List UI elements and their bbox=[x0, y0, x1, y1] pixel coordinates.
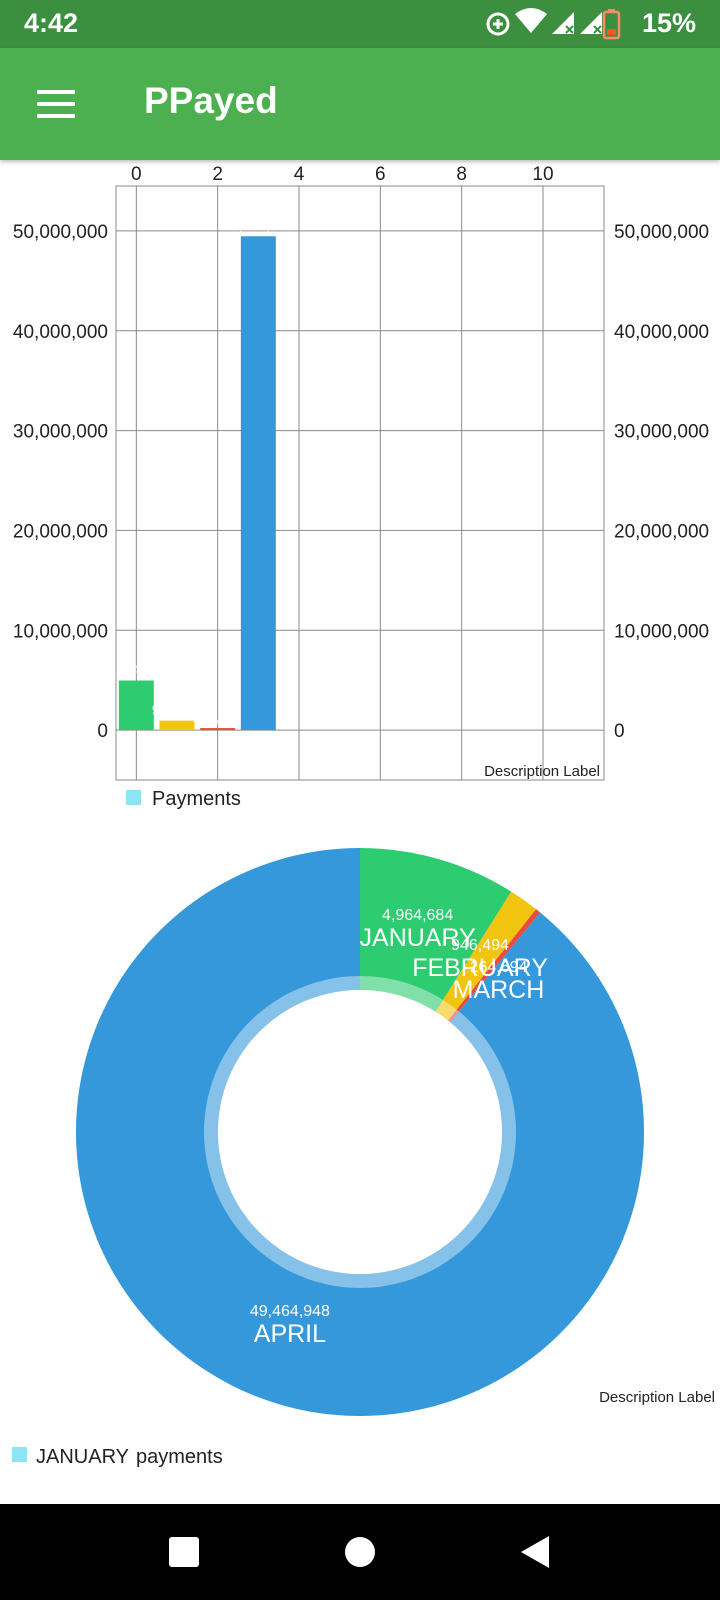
legend-label: Payments bbox=[152, 788, 241, 810]
signal-icon bbox=[580, 12, 602, 34]
app-title: PPayed bbox=[144, 80, 278, 121]
bar bbox=[240, 236, 276, 731]
back-triangle-icon bbox=[521, 1536, 549, 1568]
chart-description: Description Label bbox=[599, 1389, 715, 1406]
pie-value-label: 164,694 bbox=[470, 959, 528, 976]
recents-square-icon bbox=[169, 1537, 199, 1567]
hamburger-menu-icon bbox=[37, 90, 75, 94]
pie-slice bbox=[360, 848, 512, 1012]
pie-value-label: 49,464,948 bbox=[250, 1303, 330, 1320]
pie-category-label: FEBRUARY bbox=[412, 954, 548, 982]
home-button[interactable] bbox=[332, 1524, 388, 1580]
status-time: 4:42 bbox=[24, 8, 79, 38]
hamburger-menu-icon bbox=[37, 114, 75, 118]
y-tick-label-right: 40,000,000 bbox=[614, 322, 709, 343]
pie-value-label: 946,494 bbox=[451, 937, 509, 954]
legend-label: payments bbox=[136, 1446, 223, 1468]
recents-button[interactable] bbox=[156, 1524, 212, 1580]
x-tick-label: 2 bbox=[212, 164, 223, 185]
pie-slice bbox=[448, 909, 541, 1023]
battery-icon bbox=[602, 9, 621, 40]
bar-value-label: 946,494 bbox=[152, 702, 203, 718]
pie-slice-inner-ring bbox=[360, 976, 444, 1012]
app-bar: PPayed bbox=[0, 48, 720, 160]
pie-category-label: MARCH bbox=[453, 976, 545, 1004]
battery-percent: 15% bbox=[641, 8, 696, 38]
bar bbox=[200, 728, 236, 731]
y-tick-label-right: 0 bbox=[614, 721, 625, 742]
bar-chart[interactable]: 0 0 10,000,000 10,000,000 20,000,000 20,000,0… bbox=[0, 160, 720, 820]
pie-chart[interactable]: 4,964,684JANUARY946,494FEBRUARY164,694MA… bbox=[0, 820, 720, 1500]
x-tick-label: 6 bbox=[375, 164, 386, 185]
pie-slice-inner-ring bbox=[448, 1009, 459, 1023]
pie-slice bbox=[75, 848, 645, 1416]
y-tick-label-right: 50,000,000 bbox=[614, 222, 709, 243]
y-tick-label-left: 10,000,000 bbox=[13, 621, 108, 642]
signal-icon bbox=[552, 12, 574, 34]
plot-area-border bbox=[115, 185, 605, 781]
y-tick-label-left: 0 bbox=[97, 721, 108, 742]
legend-swatch bbox=[126, 790, 141, 805]
y-tick-label-left: 40,000,000 bbox=[13, 322, 108, 343]
system-nav-bar bbox=[0, 1504, 720, 1600]
chart-description: Description Label bbox=[484, 763, 600, 780]
bar-value-label: 49,464,948 bbox=[223, 217, 293, 233]
x-tick-label: 0 bbox=[131, 164, 142, 185]
y-tick-label-right: 30,000,000 bbox=[614, 422, 709, 443]
pie-value-label: 4,964,684 bbox=[382, 907, 453, 924]
back-button[interactable] bbox=[508, 1524, 564, 1580]
menu-button[interactable] bbox=[28, 78, 84, 130]
pie-category-label: JANUARY bbox=[360, 924, 477, 952]
bar bbox=[159, 720, 195, 731]
sync-icon bbox=[486, 12, 510, 36]
pie-category-label: APRIL bbox=[254, 1320, 326, 1348]
y-tick-label-right: 20,000,000 bbox=[614, 521, 709, 542]
donut-hole bbox=[218, 990, 502, 1274]
x-tick-label: 8 bbox=[456, 164, 467, 185]
x-tick-label: 10 bbox=[532, 164, 553, 185]
hamburger-menu-icon bbox=[37, 102, 75, 106]
bar bbox=[118, 680, 154, 731]
y-tick-label-left: 20,000,000 bbox=[13, 521, 108, 542]
bar-value-label: 164,694 bbox=[192, 709, 243, 725]
y-tick-label-left: 50,000,000 bbox=[13, 222, 108, 243]
status-icons bbox=[486, 8, 621, 40]
pie-slice-inner-ring bbox=[435, 999, 457, 1021]
y-tick-label-right: 10,000,000 bbox=[614, 621, 709, 642]
bar-value-label: 4,964,684 bbox=[105, 662, 167, 678]
legend-label: JANUARY bbox=[36, 1446, 129, 1468]
wifi-icon bbox=[515, 8, 547, 33]
x-tick-label: 4 bbox=[294, 164, 305, 185]
y-tick-label-left: 30,000,000 bbox=[13, 422, 108, 443]
status-bar: 4:42 15% bbox=[0, 0, 720, 48]
pie-slice bbox=[435, 891, 537, 1021]
home-circle-icon bbox=[345, 1537, 375, 1567]
legend-swatch bbox=[12, 1447, 27, 1462]
